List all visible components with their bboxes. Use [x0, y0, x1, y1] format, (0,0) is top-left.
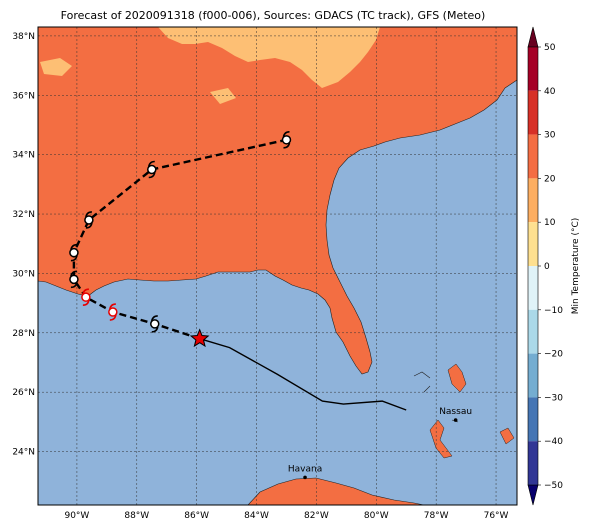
city-marker [303, 475, 307, 480]
storm-symbol-arm [282, 131, 290, 138]
forecast-storm-symbols [69, 131, 292, 333]
forecast-storm-symbol [84, 211, 94, 229]
colorbar-band [528, 397, 538, 442]
storm-symbol-arm [283, 142, 291, 149]
lat-tick-label: 38°N [12, 32, 35, 42]
storm-symbol-center [69, 247, 79, 258]
forecast-storm-symbol [150, 315, 160, 333]
storm-symbol-arm [148, 172, 156, 179]
forecast-storm-symbol [281, 131, 292, 149]
cities: Nassau Havana [288, 407, 472, 480]
longitude-labels: 90°W 88°W 86°W 84°W 82°W 80°W 78°W 76°W [64, 511, 508, 521]
lon-tick-label: 82°W [304, 511, 329, 521]
city-marker [453, 418, 458, 422]
past-storm-symbols [81, 288, 118, 321]
colorbar-tick-label: −30 [544, 393, 563, 403]
storm-symbol-arm [85, 211, 92, 218]
colorbar-tick-label: −40 [544, 437, 563, 447]
colorbar-extend-bottom [527, 484, 539, 506]
lat-tick-label: 36°N [12, 91, 35, 101]
colorbar-label: Min Temperature (°C) [571, 218, 581, 315]
colorbar-band [528, 47, 538, 91]
storm-symbol-arm [82, 288, 89, 295]
lat-tick-label: 30°N [12, 269, 35, 279]
colorbar-tick-label: 20 [544, 174, 556, 184]
land-us-mainland [38, 27, 517, 375]
storm-symbol-arm [70, 255, 78, 262]
latitude-labels: 24°N 26°N 28°N 30°N 32°N 34°N 36°N 38°N [12, 32, 35, 458]
forecast-storm-symbol [147, 160, 157, 179]
storm-symbol-center [69, 274, 79, 285]
map-title: Forecast of 2020091318 (f000-006), Sourc… [61, 9, 486, 22]
storm-symbol-arm [147, 160, 155, 167]
lat-tick-label: 24°N [12, 448, 35, 458]
past-track-line [199, 338, 407, 411]
storm-symbol-arm [109, 314, 117, 321]
storm-symbol-center [84, 215, 94, 225]
colorbar-extend-top [527, 26, 539, 48]
colorbar-band [528, 266, 538, 310]
city-label: Nassau [439, 407, 472, 417]
colorbar-tick-label: 30 [544, 131, 556, 141]
colorbar-band [528, 90, 538, 135]
colorbar-tick-label: −10 [544, 306, 563, 316]
lat-tick-label: 26°N [12, 388, 35, 398]
lon-tick-label: 90°W [64, 511, 89, 521]
storm-symbol-center [281, 135, 292, 145]
lat-tick-label: 32°N [12, 210, 35, 220]
past-storm-symbol [81, 288, 91, 306]
storm-symbol-arm [151, 326, 159, 333]
storm-symbol-center [81, 292, 91, 302]
lat-tick-label: 28°N [12, 329, 35, 339]
colorbar-band [528, 178, 538, 223]
land-cool-patch-2 [210, 88, 236, 104]
forecast-storm-symbol [69, 270, 79, 289]
current-position-star-shape [189, 328, 210, 348]
colorbar-band [528, 353, 538, 398]
storm-symbol-arm [82, 299, 90, 306]
colorbar-tick-label: 50 [544, 43, 556, 53]
lon-tick-label: 86°W [184, 511, 209, 521]
storm-symbol-arm [70, 270, 77, 277]
storm-symbol-arm [70, 243, 77, 250]
map-area: Nassau Havana [38, 27, 517, 505]
storm-symbol-arm [150, 315, 158, 322]
lon-tick-label: 78°W [424, 511, 449, 521]
land-cuba [247, 477, 425, 505]
colorbar-band [528, 441, 538, 485]
storm-symbol-center [108, 307, 118, 317]
colorbar: 50 40 30 20 10 0 −10 −20 −30 −40 −50 [527, 26, 563, 506]
lon-tick-label: 88°W [124, 511, 149, 521]
lon-tick-label: 84°W [244, 511, 269, 521]
storm-symbol-center [147, 164, 157, 175]
current-position-star [189, 328, 210, 348]
forecast-storm-symbol [69, 243, 79, 262]
land-cool-patch [40, 58, 72, 76]
land-bahamas-3 [499, 427, 515, 445]
colorbar-tick-label: −20 [544, 350, 563, 360]
city-label: Havana [288, 464, 322, 474]
lat-tick-label: 34°N [12, 151, 35, 161]
colorbar-band [528, 222, 538, 266]
colorbar-tick-label: 10 [544, 218, 556, 228]
map-frame [37, 26, 518, 506]
past-storm-symbol [108, 303, 118, 321]
storm-symbol-arm [109, 303, 116, 310]
colorbar-band [528, 309, 538, 354]
storm-symbol-arm [85, 222, 93, 229]
colorbar-band [528, 134, 538, 179]
lon-tick-label: 76°W [484, 511, 509, 521]
colorbar-tick-label: 0 [544, 262, 550, 272]
storm-symbol-center [150, 319, 160, 329]
land-bahamas-2 [447, 363, 467, 393]
colorbar-tick-label: −50 [544, 481, 563, 491]
storm-symbol-arm [70, 282, 78, 289]
land-cool-region [158, 27, 380, 88]
lon-tick-label: 80°W [364, 511, 389, 521]
colorbar-tick-label: 40 [544, 87, 556, 97]
